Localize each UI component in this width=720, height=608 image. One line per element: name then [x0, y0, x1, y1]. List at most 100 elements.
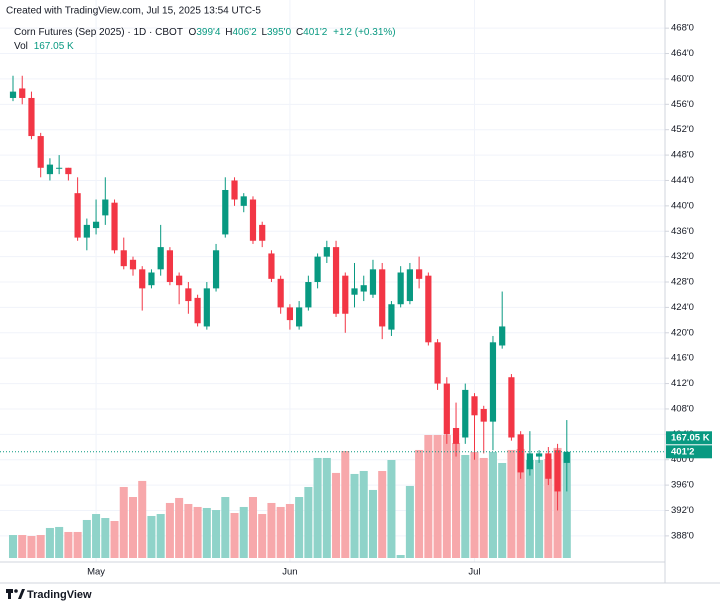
- candle-body: [499, 326, 506, 346]
- candle-body: [157, 247, 164, 270]
- volume-bar: [295, 497, 304, 558]
- volume-bar: [535, 459, 544, 558]
- candle-body: [489, 342, 497, 422]
- candle-body: [425, 275, 432, 343]
- candle-body: [120, 250, 127, 267]
- volume-bar: [387, 459, 396, 558]
- volume-bar: [18, 535, 27, 558]
- volume-bar: [128, 497, 138, 558]
- candle-body: [286, 307, 293, 321]
- candle-body: [166, 250, 174, 283]
- candle-body: [129, 259, 137, 270]
- brand-logo: TradingView: [6, 589, 92, 601]
- volume-bar: [396, 555, 405, 558]
- volume-bar: [442, 434, 451, 558]
- grid: [0, 0, 665, 562]
- volume-bar: [488, 451, 497, 558]
- candle-body: [296, 307, 303, 327]
- candle-body: [314, 256, 321, 283]
- volume-bar: [415, 449, 424, 558]
- volume-bar: [175, 497, 184, 558]
- candle-body: [176, 275, 183, 286]
- x-tick-label: Jul: [468, 567, 480, 578]
- volume-bar: [55, 526, 64, 558]
- y-tick-label: 440'0: [671, 200, 694, 211]
- legend-value: 167.05 K: [34, 41, 74, 52]
- last-price-label: 401'2: [671, 446, 694, 457]
- candle-body: [471, 396, 478, 416]
- volume-bar: [212, 510, 221, 558]
- volume-bar: [470, 451, 479, 558]
- legend-key: Vol: [14, 41, 28, 52]
- candle-body: [545, 453, 552, 479]
- volume-bar: [368, 489, 377, 558]
- y-tick-label: 388'0: [671, 530, 694, 541]
- candle-body: [28, 97, 35, 137]
- volume-bar: [424, 434, 433, 558]
- volume-bar: [165, 502, 174, 558]
- volume-bar: [230, 512, 239, 558]
- volume-bar: [405, 485, 414, 558]
- legend-key: O: [189, 27, 197, 38]
- y-tick-label: 456'0: [671, 99, 694, 110]
- candle-body: [83, 224, 90, 238]
- legend-key: C: [296, 27, 303, 38]
- candle-body: [277, 278, 284, 308]
- logo-shape: [18, 589, 25, 599]
- volume-bar: [202, 507, 211, 558]
- y-tick-label: 400'0: [671, 454, 694, 465]
- legend-volume: Vol 167.05 K: [14, 41, 74, 52]
- volume-bar: [138, 480, 147, 558]
- y-tick-label: 396'0: [671, 480, 694, 491]
- volume-bar: [267, 502, 276, 558]
- volume-bar: [285, 503, 294, 558]
- volume-bar: [248, 497, 257, 558]
- volume-bar: [147, 515, 156, 558]
- candle-body: [222, 189, 229, 235]
- legend-change: +1'2 (+0.31%): [333, 27, 396, 38]
- volume-bar: [119, 486, 128, 558]
- candle-body: [397, 272, 404, 305]
- candle-body: [203, 288, 210, 327]
- candle-body: [351, 288, 358, 295]
- candle-body: [554, 450, 561, 492]
- y-tick-label: 392'0: [671, 505, 694, 516]
- legend-value: 406'2: [233, 27, 258, 38]
- x-tick-label: Jun: [282, 567, 297, 578]
- candle-body: [231, 180, 238, 200]
- legend: Corn Futures (Sep 2025) · 1D · CBOT O399…: [14, 27, 396, 38]
- legend-key: L: [261, 27, 267, 38]
- volume-bar: [498, 462, 507, 558]
- volume-bar: [304, 486, 313, 558]
- y-tick-label: 436'0: [671, 226, 694, 237]
- legend-value: 395'0: [267, 27, 292, 38]
- volume-bar: [239, 506, 248, 558]
- volume-pane: [8, 434, 571, 558]
- candle-body: [194, 297, 201, 324]
- volume-bar: [562, 451, 571, 558]
- volume-bar: [350, 473, 359, 558]
- logo-shape: [14, 589, 18, 593]
- candle-body: [462, 389, 469, 438]
- volume-bar: [359, 470, 368, 558]
- volume-bar: [276, 506, 285, 558]
- volume-bar: [461, 454, 470, 558]
- volume-bar: [516, 448, 525, 558]
- volume-bar: [8, 535, 18, 558]
- candle-body: [185, 288, 192, 302]
- candle-body: [148, 272, 155, 286]
- volume-bar: [36, 535, 45, 558]
- watermark: Created with TradingView.com, Jul 15, 20…: [6, 6, 261, 17]
- volume-bar: [452, 442, 461, 558]
- candle-body: [46, 164, 54, 175]
- volume-bar: [27, 535, 36, 558]
- volume-bar: [101, 518, 110, 558]
- candle-body: [563, 451, 570, 463]
- volume-bar: [193, 506, 202, 558]
- y-tick-label: 432'0: [671, 251, 694, 262]
- y-tick-label: 428'0: [671, 277, 694, 288]
- volume-bar: [525, 459, 534, 558]
- volume-bar: [433, 434, 442, 558]
- candle-body: [102, 199, 109, 216]
